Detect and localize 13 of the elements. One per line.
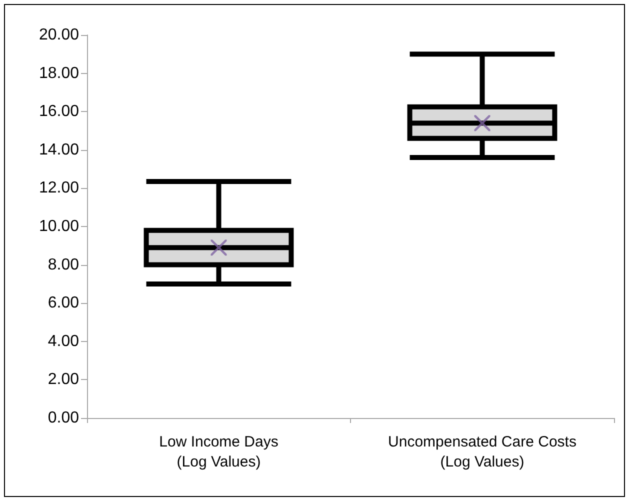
y-tick-label: 20.00 xyxy=(38,26,80,44)
x-tick-label: Low Income Days (Log Values) xyxy=(159,434,278,470)
y-tick-label: 0.00 xyxy=(48,410,80,426)
y-tick-label: 6.00 xyxy=(48,294,80,312)
y-tick-label: 2.00 xyxy=(48,371,80,388)
y-tick-label: 18.00 xyxy=(38,64,80,82)
y-tick-label: 12.00 xyxy=(38,180,80,197)
y-tick-label: 4.00 xyxy=(48,332,80,350)
y-tick-label: 16.00 xyxy=(38,103,80,120)
y-tick-label: 14.00 xyxy=(38,141,80,158)
y-tick-label: 8.00 xyxy=(48,256,80,274)
y-tick-label: 10.00 xyxy=(38,218,80,235)
x-tick-label: Uncompensated Care Costs (Log Values) xyxy=(388,434,576,470)
